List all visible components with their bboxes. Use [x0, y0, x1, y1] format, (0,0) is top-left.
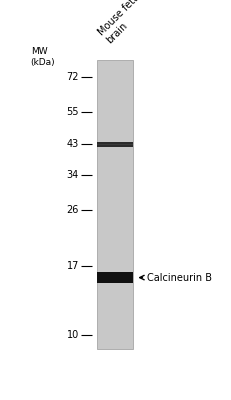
Text: 26: 26	[67, 205, 79, 215]
Text: 72: 72	[67, 72, 79, 82]
Text: 55: 55	[67, 107, 79, 117]
Text: 17: 17	[67, 260, 79, 270]
Bar	[97, 272, 133, 284]
Bar	[97, 60, 133, 348]
Text: 10: 10	[67, 330, 79, 340]
Bar	[97, 144, 133, 145]
Text: 34: 34	[67, 170, 79, 180]
Text: Calcineurin B: Calcineurin B	[147, 272, 212, 282]
Text: Mouse fetal
brain: Mouse fetal brain	[96, 0, 152, 45]
Bar	[97, 142, 133, 147]
Text: 43: 43	[67, 140, 79, 150]
Text: MW
(kDa): MW (kDa)	[31, 47, 55, 67]
